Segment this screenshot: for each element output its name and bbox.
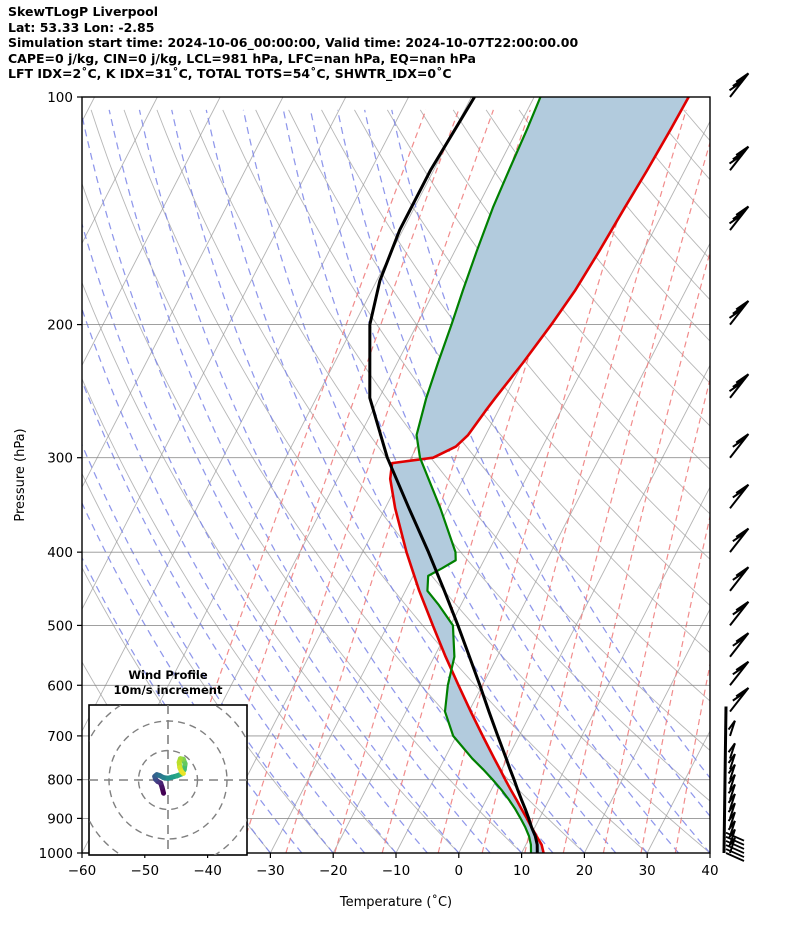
y-tick-label: 100 [47, 90, 73, 106]
axis-ticks: −60 −50 −40 −30 −20 −10 0 10 20 30 40 100 200 300 400 5… [39, 90, 719, 879]
y-tick-label: 500 [47, 618, 73, 634]
inset-title-line2: 10m/s increment [114, 683, 223, 697]
header-times: Simulation start time: 2024-10-06_00:00:… [8, 35, 579, 51]
header-block: SkewTLogP Liverpool Lat: 53.33 Lon: -2.8… [8, 4, 578, 82]
y-tick-label: 800 [47, 773, 73, 789]
y-tick-label: 400 [47, 545, 73, 561]
x-tick-label: −30 [256, 863, 285, 879]
y-axis-label: Pressure (hPa) [13, 428, 28, 521]
x-tick-label: −10 [382, 863, 411, 879]
y-tick-label: 900 [47, 811, 73, 827]
inset-title-line1: Wind Profile [128, 668, 208, 682]
x-tick-label: −50 [131, 863, 160, 879]
sounding-profiles [368, 97, 690, 853]
y-tick-label: 600 [47, 678, 73, 694]
y-tick-label: 700 [47, 729, 73, 745]
wind-barbs [722, 72, 750, 862]
x-tick-label: −20 [319, 863, 348, 879]
header-title: SkewTLogP Liverpool [8, 4, 158, 19]
x-tick-label: −40 [193, 863, 222, 879]
y-tick-label: 1000 [39, 846, 73, 862]
x-tick-label: 20 [576, 863, 593, 879]
x-tick-label: 40 [701, 863, 718, 879]
header-latlon: Lat: 53.33 Lon: -2.85 [8, 19, 155, 35]
header-cape: CAPE=0 j/kg, CIN=0 j/kg, LCL=981 hPa, LF… [8, 50, 476, 66]
x-tick-label: 10 [513, 863, 530, 879]
x-tick-label: −60 [68, 863, 97, 879]
moist-layer-shading [390, 97, 689, 853]
x-tick-label: 30 [639, 863, 656, 879]
y-tick-label: 300 [47, 451, 73, 467]
y-tick-label: 200 [47, 318, 73, 334]
header-indices: LFT IDX=2˚C, K IDX=31˚C, TOTAL TOTS=54˚C… [8, 66, 452, 82]
x-axis-label: Temperature (˚C) [339, 894, 452, 910]
hodograph-inset [88, 704, 248, 856]
x-tick-label: 0 [455, 863, 464, 879]
